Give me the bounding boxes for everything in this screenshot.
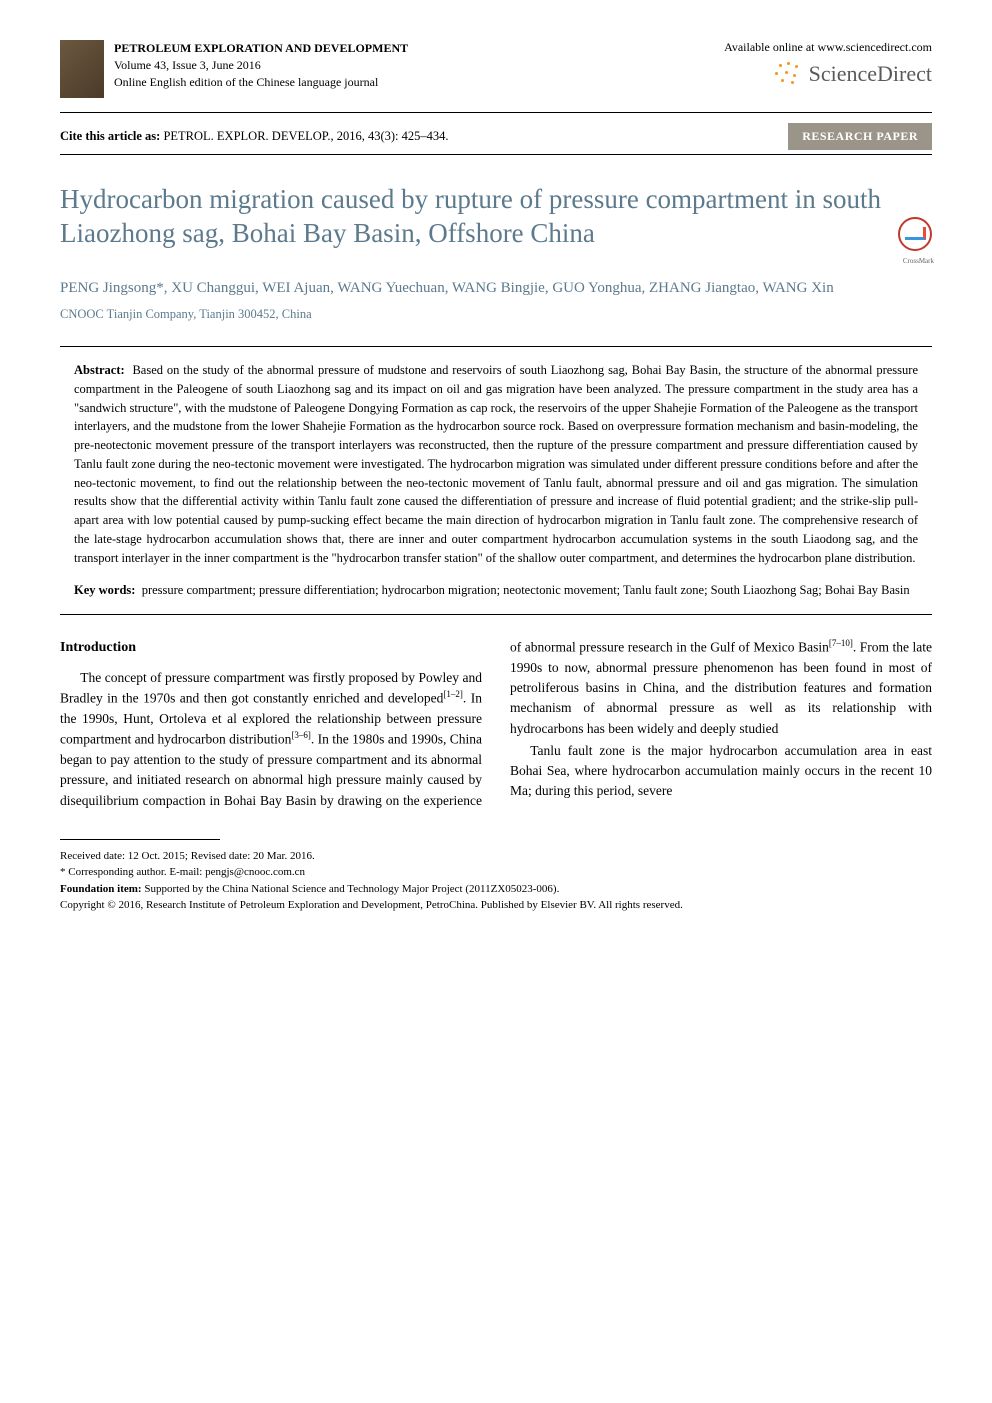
body-two-column: Introduction The concept of pressure com… <box>60 637 932 811</box>
citation-ref-1-2: [1–2] <box>443 689 463 699</box>
received-date-line: Received date: 12 Oct. 2015; Revised dat… <box>60 848 932 865</box>
title-block: Hydrocarbon migration caused by rupture … <box>60 183 932 251</box>
abstract-top-divider <box>60 346 932 347</box>
header-left: PETROLEUM EXPLORATION AND DEVELOPMENT Vo… <box>60 40 408 98</box>
abstract-text: Based on the study of the abnormal press… <box>74 363 918 565</box>
intro-paragraph-2: Tanlu fault zone is the major hydrocarbo… <box>510 741 932 802</box>
author-affiliation: CNOOC Tianjin Company, Tianjin 300452, C… <box>60 307 932 322</box>
page-root: PETROLEUM EXPLORATION AND DEVELOPMENT Vo… <box>0 0 992 944</box>
citation-ref-7-10: [7–10] <box>829 638 853 648</box>
para1-seg-a: The concept of pressure compartment was … <box>60 670 482 706</box>
abstract-block: Abstract: Based on the study of the abno… <box>60 361 932 567</box>
journal-logo-icon <box>60 40 104 98</box>
corresponding-author-line: * Corresponding author. E-mail: pengjs@c… <box>60 864 932 881</box>
journal-volume-issue: Volume 43, Issue 3, June 2016 <box>114 57 408 74</box>
keywords-block: Key words: pressure compartment; pressur… <box>60 581 932 600</box>
footer-block: Received date: 12 Oct. 2015; Revised dat… <box>60 848 932 914</box>
crossmark-label: CrossMark <box>903 257 934 265</box>
abstract-label: Abstract: <box>74 363 125 377</box>
citation-value: PETROL. EXPLOR. DEVELOP., 2016, 43(3): 4… <box>160 129 448 143</box>
crossmark-icon[interactable] <box>898 217 932 251</box>
page-header: PETROLEUM EXPLORATION AND DEVELOPMENT Vo… <box>60 40 932 98</box>
available-online-text: Available online at www.sciencedirect.co… <box>724 40 932 55</box>
copyright-line: Copyright © 2016, Research Institute of … <box>60 897 932 914</box>
citation-label: Cite this article as: <box>60 129 160 143</box>
header-right: Available online at www.sciencedirect.co… <box>724 40 932 87</box>
sciencedirect-brand-text: ScienceDirect <box>809 61 932 87</box>
sciencedirect-logo: ScienceDirect <box>724 61 932 87</box>
foundation-label: Foundation item: <box>60 883 142 895</box>
keywords-label: Key words: <box>74 583 135 597</box>
journal-title: PETROLEUM EXPLORATION AND DEVELOPMENT <box>114 40 408 57</box>
paper-title: Hydrocarbon migration caused by rupture … <box>60 183 932 251</box>
journal-edition-note: Online English edition of the Chinese la… <box>114 74 408 91</box>
keywords-text: pressure compartment; pressure different… <box>142 583 910 597</box>
sciencedirect-dots-icon <box>773 62 803 86</box>
authors-list: PENG Jingsong*, XU Changgui, WEI Ajuan, … <box>60 277 932 300</box>
research-paper-badge: RESEARCH PAPER <box>788 123 932 150</box>
foundation-line: Foundation item: Supported by the China … <box>60 881 932 898</box>
citation-row: Cite this article as: PETROL. EXPLOR. DE… <box>60 123 932 150</box>
citation-divider <box>60 154 932 155</box>
foundation-text: Supported by the China National Science … <box>142 883 560 895</box>
section-heading-introduction: Introduction <box>60 637 482 658</box>
header-divider <box>60 112 932 113</box>
abstract-bottom-divider <box>60 614 932 615</box>
citation-ref-3-6: [3–6] <box>291 730 311 740</box>
citation-text: Cite this article as: PETROL. EXPLOR. DE… <box>60 129 449 144</box>
footer-divider <box>60 839 220 840</box>
journal-info: PETROLEUM EXPLORATION AND DEVELOPMENT Vo… <box>114 40 408 90</box>
